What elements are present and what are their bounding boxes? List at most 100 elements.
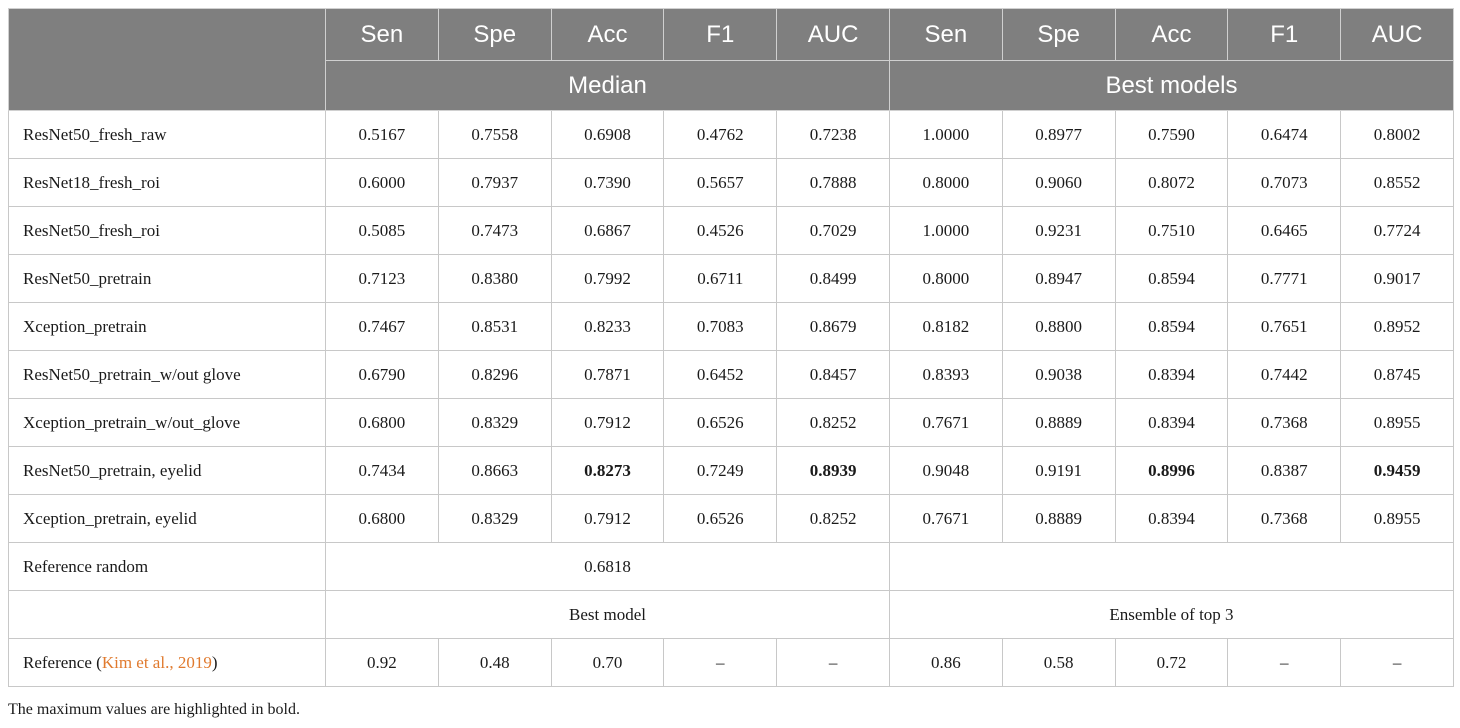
cell: 0.6526 xyxy=(663,398,778,447)
cell: 0.6800 xyxy=(325,398,439,447)
table-row: ResNet50_pretrain 0.7123 0.8380 0.7992 0… xyxy=(8,254,1454,303)
table-row: ResNet18_fresh_roi 0.6000 0.7937 0.7390 … xyxy=(8,158,1454,207)
cell: 0.8594 xyxy=(1114,254,1229,303)
header-corner xyxy=(8,8,326,111)
subheader-best-model: Best model xyxy=(325,590,890,639)
row-label: ResNet50_pretrain, eyelid xyxy=(8,446,326,495)
header-sen: Sen xyxy=(888,8,1003,61)
cell: 0.6908 xyxy=(550,110,665,159)
cell: 0.8889 xyxy=(1001,494,1116,543)
cell: 0.9048 xyxy=(888,446,1003,495)
cell: 0.9060 xyxy=(1001,158,1116,207)
cell: 0.8394 xyxy=(1114,398,1229,447)
group-best-models: Best models xyxy=(888,60,1454,111)
header-f1: F1 xyxy=(663,8,778,61)
cell: 0.7467 xyxy=(325,302,439,351)
cell: 0.6867 xyxy=(550,206,665,255)
cell: 0.8594 xyxy=(1114,302,1229,351)
cell-max: 0.8996 xyxy=(1114,446,1229,495)
cell: 0.8952 xyxy=(1340,302,1454,351)
cell: 0.5167 xyxy=(325,110,439,159)
cell-max: 0.9459 xyxy=(1340,446,1454,495)
table-row: ResNet50_pretrain_w/out glove 0.6790 0.8… xyxy=(8,350,1454,399)
table-footnote: The maximum values are highlighted in bo… xyxy=(8,701,300,718)
cell-max: 0.8939 xyxy=(776,446,890,495)
cell: 0.72 xyxy=(1114,638,1229,687)
table-row: ResNet50_fresh_raw 0.5167 0.7558 0.6908 … xyxy=(8,110,1454,159)
row-label: ResNet50_fresh_roi xyxy=(8,206,326,255)
cell: 1.0000 xyxy=(888,110,1003,159)
row-label: Xception_pretrain xyxy=(8,302,326,351)
cell: 0.7442 xyxy=(1227,350,1342,399)
cell: 0.8679 xyxy=(776,302,890,351)
cell: 0.7992 xyxy=(550,254,665,303)
cell: 0.8889 xyxy=(1001,398,1116,447)
cell: 0.7888 xyxy=(776,158,890,207)
cell: 0.8233 xyxy=(550,302,665,351)
cell: 0.8947 xyxy=(1001,254,1116,303)
cell: 0.8977 xyxy=(1001,110,1116,159)
subheader-ensemble: Ensemble of top 3 xyxy=(888,590,1454,639)
cell: 0.8002 xyxy=(1340,110,1454,159)
citation-link[interactable]: Kim et al., 2019 xyxy=(101,652,212,672)
cell: 0.6474 xyxy=(1227,110,1342,159)
table-row: ResNet50_pretrain, eyelid 0.7434 0.8663 … xyxy=(8,446,1454,495)
cell: 0.92 xyxy=(325,638,439,687)
group-header-row: Median Best models xyxy=(9,60,1454,111)
cell: 0.8394 xyxy=(1114,350,1229,399)
cell: 0.8552 xyxy=(1340,158,1454,207)
label-suffix: ) xyxy=(211,652,218,672)
cell: 0.8387 xyxy=(1227,446,1342,495)
cell: 0.8380 xyxy=(437,254,552,303)
cell: 0.8182 xyxy=(888,302,1003,351)
cell: 0.58 xyxy=(1001,638,1116,687)
cell: 0.6000 xyxy=(325,158,439,207)
cell: – xyxy=(663,638,778,687)
row-label: Xception_pretrain, eyelid xyxy=(8,494,326,543)
cell: 0.7434 xyxy=(325,446,439,495)
header-acc: Acc xyxy=(1114,8,1229,61)
cell: 0.8296 xyxy=(437,350,552,399)
cell: 0.8531 xyxy=(437,302,552,351)
metric-header-row: Sen Spe Acc F1 AUC Sen Spe Acc F1 AUC xyxy=(8,8,1454,111)
table-row: ResNet50_fresh_roi 0.5085 0.7473 0.6867 … xyxy=(8,206,1454,255)
results-table: Sen Spe Acc F1 AUC Sen Spe Acc F1 AUC Me… xyxy=(8,8,1454,687)
cell: 0.8252 xyxy=(776,494,890,543)
header-acc: Acc xyxy=(550,8,665,61)
cell: 0.9038 xyxy=(1001,350,1116,399)
cell: 0.6790 xyxy=(325,350,439,399)
cell: 0.8000 xyxy=(888,254,1003,303)
header-spe: Spe xyxy=(1001,8,1116,61)
cell: 0.6526 xyxy=(663,494,778,543)
cell: 0.7073 xyxy=(1227,158,1342,207)
reference-random-value: 0.6818 xyxy=(325,542,890,591)
cell: 0.7510 xyxy=(1114,206,1229,255)
cell: 0.7249 xyxy=(663,446,778,495)
cell: 0.8252 xyxy=(776,398,890,447)
cell: 0.7651 xyxy=(1227,302,1342,351)
cell-max: 0.8273 xyxy=(550,446,665,495)
cell: 0.7771 xyxy=(1227,254,1342,303)
cell: 0.9231 xyxy=(1001,206,1116,255)
cell: 0.5085 xyxy=(325,206,439,255)
row-label: ResNet50_pretrain_w/out glove xyxy=(8,350,326,399)
header-auc: AUC xyxy=(1340,8,1454,61)
row-label: ResNet50_fresh_raw xyxy=(8,110,326,159)
cell: 0.7937 xyxy=(437,158,552,207)
header-auc: AUC xyxy=(776,8,890,61)
row-label: ResNet18_fresh_roi xyxy=(8,158,326,207)
cell: 0.4762 xyxy=(663,110,778,159)
cell: 0.8745 xyxy=(1340,350,1454,399)
reference-random-row: Reference random 0.6818 xyxy=(8,542,1454,591)
cell: 0.7724 xyxy=(1340,206,1454,255)
cell: 0.6465 xyxy=(1227,206,1342,255)
table-row: Xception_pretrain_w/out_glove 0.6800 0.8… xyxy=(8,398,1454,447)
cell: 0.8072 xyxy=(1114,158,1229,207)
cell: 0.86 xyxy=(888,638,1003,687)
cell: 0.8457 xyxy=(776,350,890,399)
reference-kim-row: Reference (Kim et al., 2019) 0.92 0.48 0… xyxy=(8,638,1454,687)
cell: 0.4526 xyxy=(663,206,778,255)
cell: 0.7558 xyxy=(437,110,552,159)
cell: 0.7238 xyxy=(776,110,890,159)
label-prefix: Reference ( xyxy=(23,652,102,672)
